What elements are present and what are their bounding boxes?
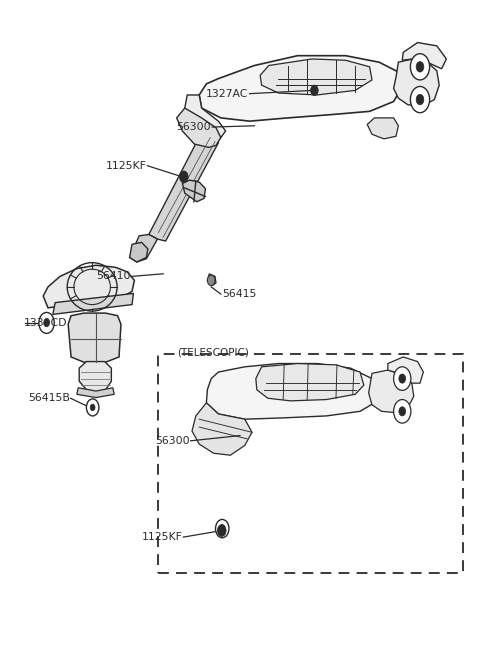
Polygon shape	[79, 362, 111, 393]
Polygon shape	[77, 388, 114, 398]
Circle shape	[217, 525, 226, 536]
Polygon shape	[43, 265, 134, 308]
Circle shape	[207, 275, 215, 286]
Text: 1125KF: 1125KF	[106, 160, 146, 171]
Circle shape	[44, 319, 49, 327]
Polygon shape	[185, 95, 226, 141]
Polygon shape	[149, 134, 218, 241]
Polygon shape	[68, 313, 121, 362]
Circle shape	[410, 54, 430, 80]
Text: 56300: 56300	[155, 436, 190, 446]
Circle shape	[394, 367, 411, 390]
Circle shape	[416, 94, 424, 105]
Text: 56415B: 56415B	[28, 393, 70, 403]
Polygon shape	[130, 234, 157, 262]
Bar	[158, 354, 463, 573]
Text: 56410: 56410	[96, 271, 131, 282]
Circle shape	[410, 86, 430, 113]
Circle shape	[216, 519, 229, 538]
Text: 1339CD: 1339CD	[24, 318, 68, 328]
Polygon shape	[130, 242, 148, 262]
Polygon shape	[256, 364, 364, 401]
Polygon shape	[199, 56, 403, 121]
Circle shape	[311, 85, 318, 96]
Circle shape	[86, 399, 99, 416]
Text: (TELESCOPIC): (TELESCOPIC)	[177, 347, 249, 358]
Text: 1125KF: 1125KF	[142, 532, 182, 542]
Circle shape	[39, 312, 54, 333]
Circle shape	[399, 374, 406, 383]
Polygon shape	[53, 293, 133, 314]
Polygon shape	[177, 108, 221, 147]
Polygon shape	[182, 180, 205, 202]
Polygon shape	[260, 59, 372, 95]
Polygon shape	[388, 357, 423, 383]
Polygon shape	[206, 364, 379, 419]
Circle shape	[416, 62, 424, 72]
Polygon shape	[369, 370, 414, 413]
Circle shape	[399, 407, 406, 416]
Polygon shape	[207, 274, 216, 286]
Text: 1327AC: 1327AC	[206, 88, 249, 99]
Text: 56415: 56415	[222, 289, 256, 299]
Polygon shape	[367, 118, 398, 139]
Polygon shape	[192, 403, 252, 455]
Circle shape	[180, 171, 188, 183]
Polygon shape	[402, 43, 446, 69]
Polygon shape	[394, 59, 439, 106]
Text: 56300: 56300	[177, 122, 211, 132]
Circle shape	[219, 525, 225, 533]
Circle shape	[90, 404, 95, 411]
Circle shape	[394, 400, 411, 423]
